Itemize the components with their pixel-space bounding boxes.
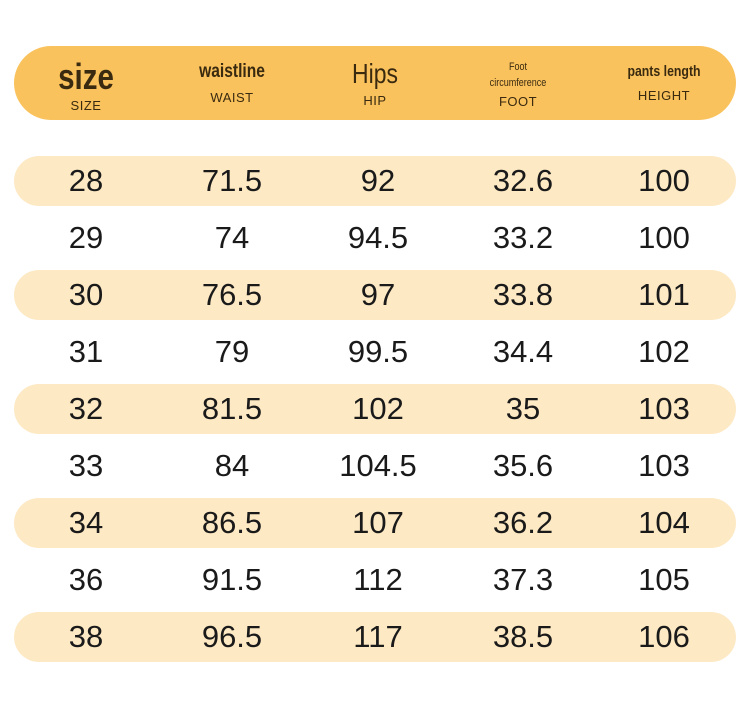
cell-length: 101 <box>638 277 690 312</box>
cell-hip: 94.5 <box>347 220 409 255</box>
cell-size: 36 <box>68 562 104 597</box>
cell-foot: 32.6 <box>492 163 554 198</box>
cell-length: 103 <box>638 448 690 483</box>
cell-size: 32 <box>68 391 104 426</box>
header-waist: waistline WAIST <box>192 46 272 120</box>
table-row: 38 96.5 117 38.5 106 <box>14 612 736 662</box>
header-size-subtitle: SIZE <box>70 97 102 113</box>
table-row: 29 74 94.5 33.2 100 <box>14 213 736 263</box>
cell-foot: 33.8 <box>492 277 554 312</box>
cell-foot: 35 <box>505 391 541 426</box>
cell-foot: 36.2 <box>492 505 554 540</box>
table-row: 32 81.5 102 35 103 <box>14 384 736 434</box>
cell-hip: 97 <box>360 277 396 312</box>
header-hip-title: Hips <box>352 57 398 89</box>
cell-hip: 92 <box>360 163 396 198</box>
header-hip: Hips HIP <box>347 46 403 120</box>
cell-waist: 81.5 <box>201 391 263 426</box>
cell-waist: 96.5 <box>201 619 263 654</box>
header-hip-subtitle: HIP <box>363 92 387 108</box>
cell-hip: 112 <box>353 562 403 597</box>
cell-length: 105 <box>638 562 690 597</box>
header-foot: Foot circumference FOOT <box>483 46 552 120</box>
table-row: 36 91.5 112 37.3 105 <box>14 555 736 605</box>
cell-size: 33 <box>68 448 104 483</box>
cell-size: 29 <box>68 220 104 255</box>
header-length: pants length HEIGHT <box>619 46 708 120</box>
table-row: 33 84 104.5 35.6 103 <box>14 441 736 491</box>
header-foot-title-line1: Foot <box>508 60 528 73</box>
cell-size: 28 <box>68 163 104 198</box>
cell-foot: 34.4 <box>492 334 554 369</box>
cell-foot: 37.3 <box>492 562 554 597</box>
header-waist-subtitle: WAIST <box>210 90 254 105</box>
cell-size: 34 <box>68 505 104 540</box>
header-waist-title: waistline <box>199 61 265 82</box>
cell-waist: 76.5 <box>201 277 263 312</box>
header-length-title: pants length <box>627 63 701 80</box>
cell-size: 38 <box>68 619 104 654</box>
cell-length: 102 <box>638 334 690 369</box>
header-foot-title: Foot circumference <box>490 59 547 92</box>
table-row: 30 76.5 97 33.8 101 <box>14 270 736 320</box>
cell-length: 106 <box>638 619 690 654</box>
cell-hip: 99.5 <box>347 334 409 369</box>
cell-waist: 71.5 <box>201 163 263 198</box>
header-length-subtitle: HEIGHT <box>637 88 691 103</box>
table-row: 31 79 99.5 34.4 102 <box>14 327 736 377</box>
cell-foot: 33.2 <box>492 220 554 255</box>
cell-waist: 86.5 <box>201 505 263 540</box>
header-size-title: size <box>58 55 114 97</box>
cell-length: 103 <box>638 391 690 426</box>
cell-hip: 117 <box>353 619 403 654</box>
table-row: 34 86.5 107 36.2 104 <box>14 498 736 548</box>
cell-length: 100 <box>638 163 690 198</box>
header-foot-title-line2: circumference <box>489 77 547 89</box>
cell-hip: 107 <box>352 505 404 540</box>
cell-hip: 104.5 <box>339 448 417 483</box>
cell-foot: 35.6 <box>492 448 554 483</box>
cell-waist: 74 <box>214 220 250 255</box>
cell-size: 30 <box>68 277 104 312</box>
cell-waist: 79 <box>214 334 250 369</box>
cell-waist: 91.5 <box>201 562 263 597</box>
header-foot-subtitle: FOOT <box>498 93 538 109</box>
cell-foot: 38.5 <box>492 619 554 654</box>
cell-size: 31 <box>68 334 104 369</box>
header-size: size SIZE <box>52 46 120 120</box>
cell-hip: 102 <box>352 391 404 426</box>
table-row: 28 71.5 92 32.6 100 <box>14 156 736 206</box>
table-header: size SIZE waistline WAIST Hips HIP Foot … <box>14 46 736 120</box>
cell-length: 100 <box>638 220 690 255</box>
cell-waist: 84 <box>214 448 250 483</box>
cell-length: 104 <box>638 505 690 540</box>
